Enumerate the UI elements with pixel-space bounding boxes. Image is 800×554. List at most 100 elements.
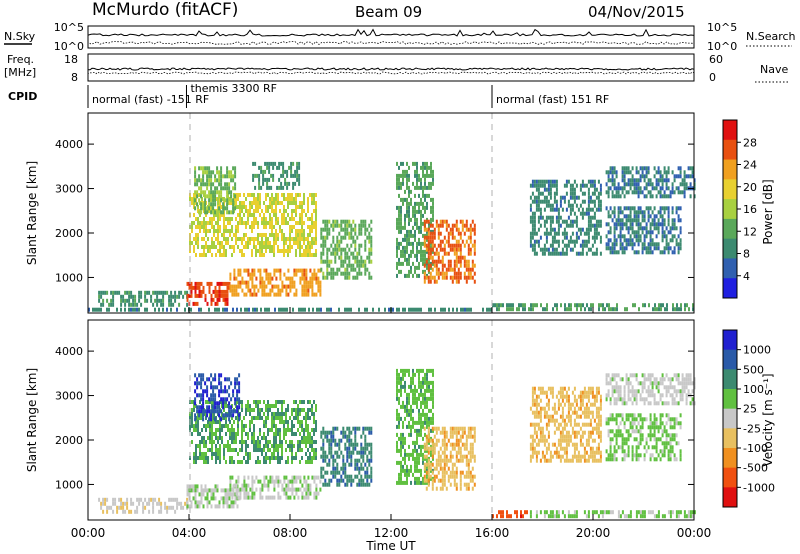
velocity-cell <box>366 426 369 431</box>
velocity-cell <box>358 426 361 431</box>
power-cell <box>285 237 287 241</box>
velocity-cell <box>328 438 331 443</box>
velocity-cell <box>410 412 412 417</box>
power-cell <box>358 227 361 232</box>
velocity-cell <box>222 500 225 505</box>
power-cell <box>645 194 648 199</box>
velocity-cell <box>410 424 412 429</box>
power-cell <box>573 211 576 216</box>
velocity-cell <box>228 417 231 422</box>
power-cell <box>253 221 255 225</box>
power-cell <box>299 237 301 241</box>
power-cell <box>106 290 109 295</box>
power-cell <box>348 263 351 268</box>
velocity-cell <box>317 491 320 496</box>
power-cell <box>643 226 646 231</box>
power-cell <box>299 241 301 245</box>
power-cell <box>112 302 115 307</box>
velocity-cell <box>332 466 335 471</box>
velocity-cell <box>453 474 456 479</box>
velocity-cell <box>253 440 255 444</box>
velocity-cell <box>247 404 249 408</box>
velocity-cell <box>402 440 404 445</box>
power-cell <box>189 197 191 201</box>
power-cell <box>406 273 408 278</box>
power-cell <box>595 195 598 200</box>
power-cell <box>565 219 568 224</box>
velocity-cell <box>332 430 335 435</box>
power-cell <box>449 231 452 236</box>
power-cell <box>237 193 239 197</box>
power-cell <box>679 190 682 195</box>
power-cell <box>460 307 462 312</box>
power-cell <box>301 221 303 225</box>
velocity-cell <box>449 426 452 431</box>
power-cell <box>342 235 345 240</box>
power-cell <box>420 253 422 258</box>
power-cell <box>334 251 337 256</box>
velocity-cell <box>228 504 231 509</box>
power-cell <box>629 218 632 223</box>
power-cell <box>258 181 261 186</box>
power-cell <box>577 235 580 240</box>
power-cell <box>410 241 412 246</box>
power-cell <box>313 225 315 229</box>
power-cell <box>243 245 245 249</box>
velocity-cell <box>441 486 444 491</box>
velocity-cell <box>301 448 303 452</box>
power-cell <box>295 268 298 273</box>
velocity-cell <box>346 426 349 431</box>
power-cell <box>410 217 412 222</box>
velocity-cell <box>257 408 259 412</box>
power-cell <box>602 303 604 308</box>
power-cell <box>639 238 642 243</box>
power-cell <box>651 186 654 191</box>
velocity-cell <box>425 462 428 467</box>
power-cell <box>653 226 656 231</box>
velocity-cell <box>418 432 420 437</box>
power-cell <box>635 230 638 235</box>
power-cell <box>619 218 622 223</box>
power-cell <box>303 201 305 205</box>
power-region <box>320 219 373 280</box>
power-cell <box>591 243 594 248</box>
power-cell <box>669 230 672 235</box>
power-cell <box>231 225 233 229</box>
power-cell <box>366 307 368 312</box>
velocity-cell <box>275 424 277 428</box>
power-cell <box>268 307 270 312</box>
power-cell <box>641 250 644 255</box>
power-cell <box>283 213 285 217</box>
power-cell <box>336 219 339 224</box>
power-cell <box>200 182 203 187</box>
power-cell <box>611 182 614 187</box>
power-cell <box>330 267 333 272</box>
power-cell <box>226 210 229 215</box>
power-cell <box>432 169 434 174</box>
power-cell <box>649 182 652 187</box>
velocity-cell <box>221 412 223 416</box>
power-cell <box>218 206 221 211</box>
power-cell <box>196 293 199 298</box>
power-cell <box>424 197 426 202</box>
power-cell <box>211 225 213 229</box>
velocity-cell <box>344 434 347 439</box>
power-cell <box>301 272 304 277</box>
power-cell <box>396 253 398 258</box>
power-cell <box>307 201 309 205</box>
power-cell <box>425 243 428 248</box>
power-cell <box>429 223 432 228</box>
power-cell <box>408 253 410 258</box>
velocity-cell <box>291 428 293 432</box>
power-cell <box>587 239 590 244</box>
power-cell <box>352 267 355 272</box>
velocity-cell <box>243 440 245 444</box>
power-cell <box>437 251 440 256</box>
power-cell <box>590 307 592 312</box>
power-cell <box>210 190 213 195</box>
power-cell <box>292 185 295 190</box>
velocity-cell <box>247 444 249 448</box>
velocity-cell <box>241 444 243 448</box>
